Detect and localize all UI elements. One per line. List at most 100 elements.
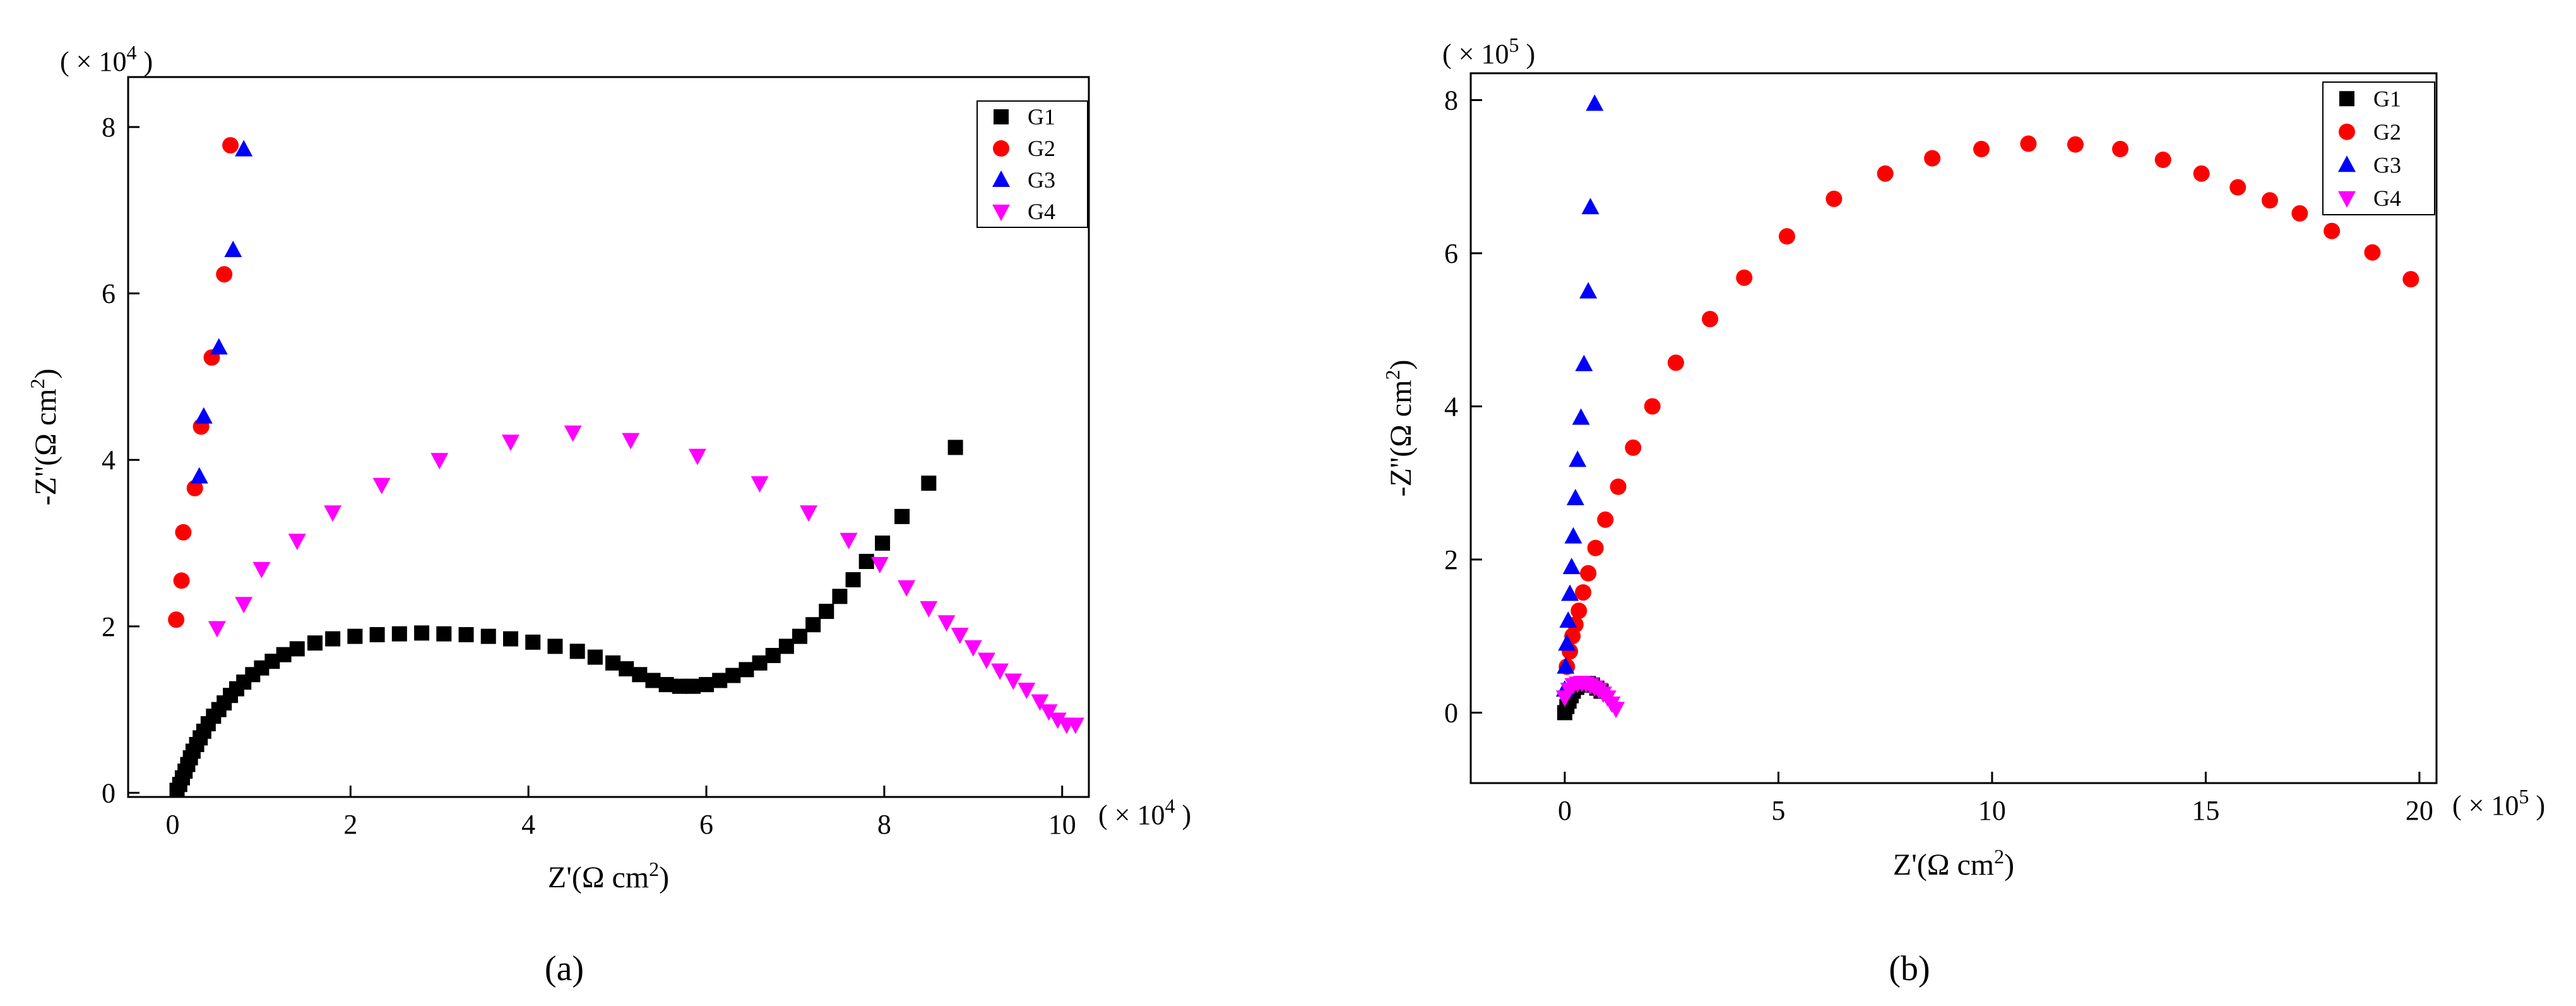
data-point-g2 — [168, 611, 185, 628]
data-point-g4 — [964, 640, 982, 657]
data-point-g2 — [2291, 205, 2308, 222]
data-point-g2 — [2261, 192, 2278, 209]
data-point-g2 — [2229, 179, 2247, 196]
data-point-g1 — [325, 631, 341, 647]
data-point-g4 — [1066, 717, 1084, 734]
legend: G1 G2 G3 G4 — [976, 100, 1088, 228]
data-point-g2 — [2402, 271, 2419, 288]
data-point-g1 — [778, 638, 794, 654]
data-point-g1 — [805, 617, 821, 633]
data-point-g3 — [1558, 634, 1576, 651]
data-point-g3 — [1575, 354, 1593, 371]
legend-marker-g2 — [2339, 123, 2355, 140]
data-point-g3 — [224, 241, 242, 258]
data-point-g1 — [276, 647, 292, 662]
legend-label-g4: G4 — [2373, 186, 2401, 211]
legend-label-g2: G2 — [1028, 136, 1055, 161]
series-g4 — [1555, 676, 1625, 719]
data-point-g4 — [951, 628, 969, 645]
legend-marker-g1 — [994, 109, 1009, 124]
data-point-g4 — [208, 621, 226, 638]
data-point-g3 — [194, 407, 213, 424]
data-point-g2 — [1973, 141, 1990, 158]
data-point-g1 — [894, 508, 910, 524]
legend-label-g2: G2 — [2373, 119, 2401, 145]
data-point-g1 — [587, 649, 603, 665]
data-point-g2 — [216, 266, 233, 283]
x-tick-label: 0 — [165, 809, 179, 840]
y-scale-factor: ( × 105 ) — [1442, 33, 1535, 69]
chart-panel-a: 0 2 4 6 8 10 0 2 4 6 8 ( × 104 ) ( × 104 ) Z'(Ω cm2) -… — [26, 41, 1191, 988]
data-point-g4 — [252, 561, 271, 578]
data-point-g1 — [645, 673, 661, 688]
data-point-g3 — [1562, 558, 1581, 575]
data-point-g3 — [1581, 198, 1600, 215]
y-tick-label: 2 — [1444, 544, 1458, 575]
data-point-g1 — [458, 627, 474, 643]
x-tick-label: 10 — [1048, 809, 1076, 840]
plot-frame — [127, 76, 1090, 798]
y-tick-label: 0 — [1444, 697, 1458, 728]
data-point-g1 — [525, 634, 541, 650]
y-tick-label: 8 — [102, 112, 116, 143]
legend-label-g3: G3 — [1028, 167, 1055, 193]
x-axis-label: Z'(Ω cm2) — [1893, 845, 2014, 882]
x-tick-label: 15 — [2192, 795, 2219, 826]
data-point-g2 — [1702, 311, 1719, 328]
data-point-g4 — [1040, 704, 1058, 721]
data-point-g2 — [1644, 398, 1661, 415]
data-point-g1 — [739, 662, 754, 678]
data-point-g2 — [2154, 152, 2171, 169]
panel-caption: (b) — [1889, 949, 1930, 988]
data-point-g3 — [1566, 488, 1584, 505]
x-tick-label: 2 — [343, 809, 357, 840]
x-tick-label: 10 — [1978, 795, 2006, 826]
series-g3 — [190, 140, 253, 484]
data-point-g2 — [1575, 584, 1592, 601]
data-point-g4 — [1031, 694, 1049, 711]
x-scale-factor: ( × 105 ) — [2452, 785, 2545, 821]
data-point-g1 — [685, 678, 701, 694]
x-tick-label: 20 — [2406, 795, 2433, 826]
data-point-g1 — [436, 626, 452, 642]
data-point-g4 — [288, 534, 306, 551]
legend-marker-g3 — [992, 171, 1010, 187]
data-point-g4 — [937, 615, 956, 632]
data-point-g1 — [712, 673, 728, 688]
series-g2 — [1558, 135, 2419, 675]
data-point-g1 — [289, 641, 305, 657]
series-g1 — [169, 440, 963, 798]
data-point-g2 — [173, 572, 190, 589]
data-point-g4 — [1004, 673, 1023, 690]
data-point-g3 — [210, 338, 228, 355]
data-point-g1 — [845, 572, 861, 588]
series-g2 — [168, 137, 239, 628]
data-point-g3 — [190, 467, 208, 484]
data-point-g1 — [875, 536, 891, 551]
data-point-g2 — [1587, 539, 1604, 556]
y-axis-label: -Z''(Ω cm2) — [1381, 360, 1418, 497]
data-point-g4 — [372, 477, 391, 494]
data-point-g1 — [605, 655, 621, 671]
legend-marker-g4 — [992, 205, 1010, 221]
data-point-g1 — [765, 647, 781, 663]
data-point-g4 — [564, 425, 582, 442]
data-point-g4 — [501, 434, 519, 452]
data-point-g3 — [1561, 584, 1579, 601]
data-point-g3 — [1586, 94, 1604, 111]
data-point-g3 — [1572, 408, 1590, 425]
data-point-g4 — [840, 532, 858, 549]
data-point-g2 — [1736, 269, 1753, 286]
legend: G1 G2 G3 G4 — [2322, 81, 2435, 215]
data-point-g4 — [898, 580, 916, 597]
data-point-g3 — [1569, 450, 1587, 467]
data-point-g1 — [619, 661, 634, 677]
x-tick-label: 6 — [699, 809, 713, 840]
x-tick-label: 4 — [521, 809, 535, 840]
data-point-g1 — [832, 589, 848, 604]
data-point-g2 — [2364, 244, 2381, 261]
y-scale-factor: ( × 104 ) — [60, 41, 153, 77]
data-point-g2 — [1570, 602, 1588, 620]
data-point-g4 — [235, 597, 253, 614]
data-point-g1 — [858, 554, 874, 570]
